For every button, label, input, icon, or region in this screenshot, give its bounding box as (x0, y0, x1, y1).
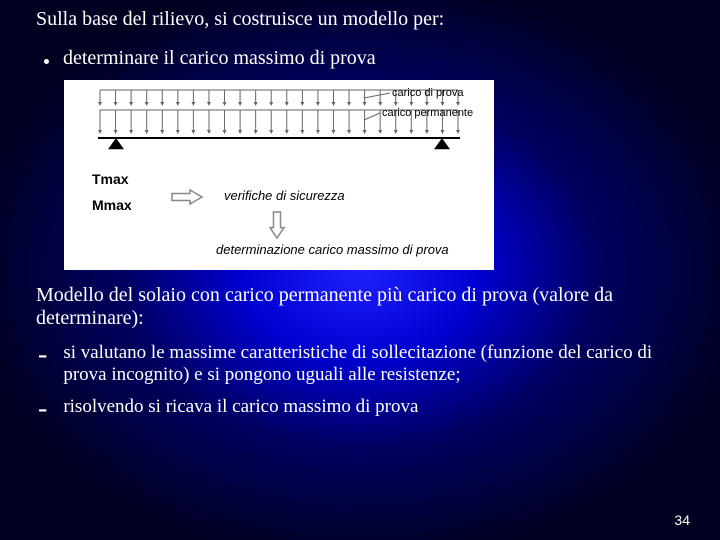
svg-text:Tmax: Tmax (92, 171, 129, 187)
paragraph-model: Modello del solaio con carico permanente… (36, 284, 684, 330)
dash-item-2: - risolvendo si ricava il carico massimo… (36, 396, 684, 421)
dash-item-1: - si valutano le massime caratteristiche… (36, 342, 684, 386)
bullet-item-1: determinare il carico massimo di prova (44, 47, 684, 70)
slide-heading: Sulla base del rilievo, si costruisce un… (36, 8, 684, 31)
bullet-dot-icon (44, 59, 49, 64)
beam-load-diagram: carico di prova carico permanente Tmax Mmax… (64, 80, 494, 270)
svg-text:verifiche di sicurezza: verifiche di sicurezza (224, 188, 345, 203)
svg-text:carico di prova: carico di prova (392, 87, 464, 99)
dash-text-1: si valutano le massime caratteristiche d… (63, 342, 684, 386)
svg-text:Mmax: Mmax (92, 197, 132, 213)
dash-text-2: risolvendo si ricava il carico massimo d… (63, 396, 684, 418)
svg-text:carico permanente: carico permanente (382, 107, 473, 119)
bullet-text-1: determinare il carico massimo di prova (63, 47, 376, 70)
page-number: 34 (674, 512, 690, 528)
dash-icon: - (38, 342, 47, 367)
diagram-container: carico di prova carico permanente Tmax Mmax… (64, 80, 684, 270)
svg-text:determinazione carico massimo: determinazione carico massimo di prova (216, 242, 449, 257)
dash-icon: - (38, 396, 47, 421)
